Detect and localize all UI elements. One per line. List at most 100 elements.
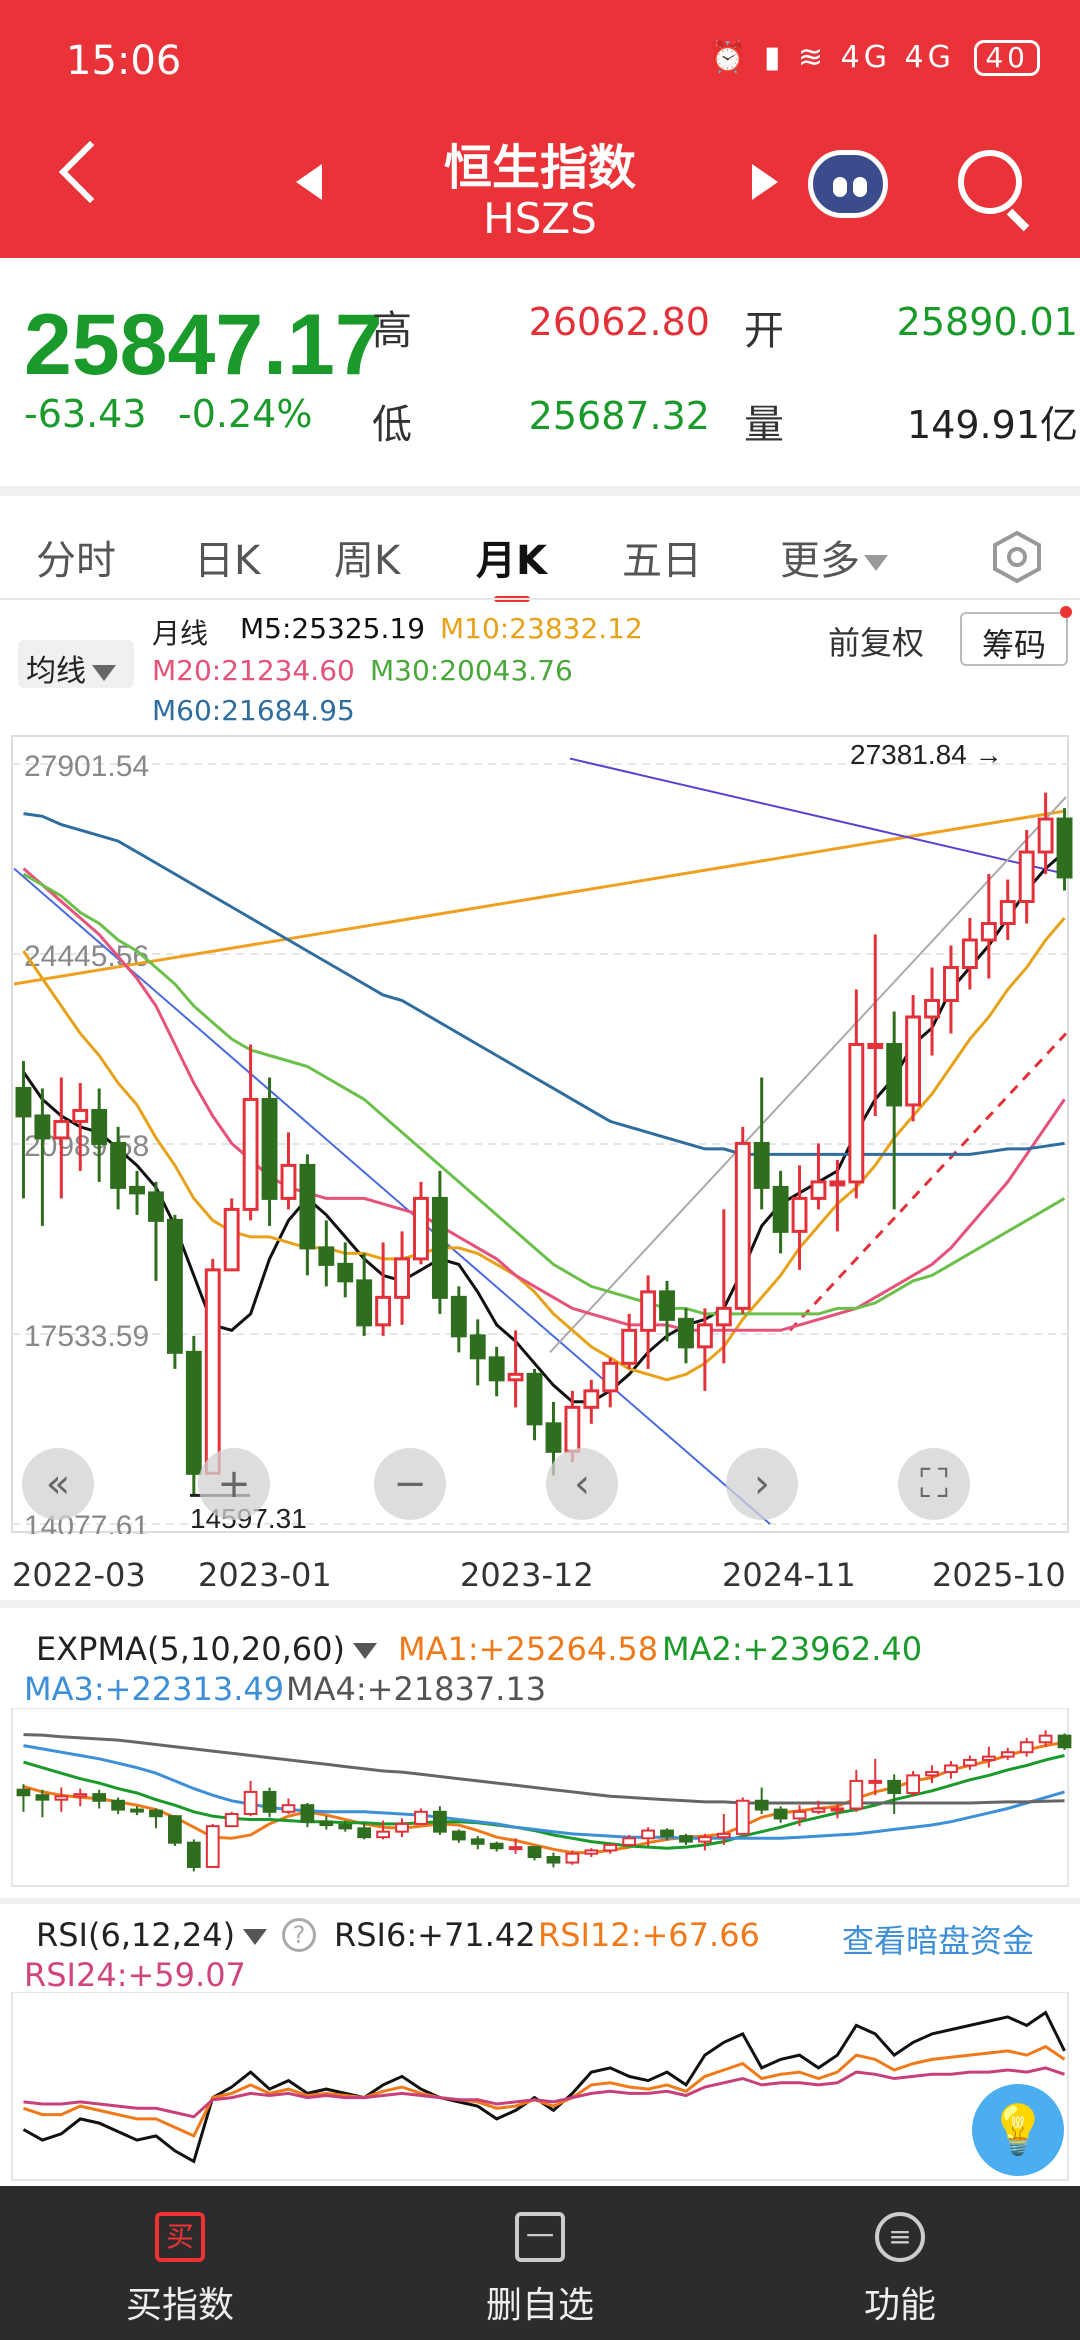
help-icon[interactable]: ? — [282, 1918, 316, 1952]
buy-label: 买指数 — [125, 2285, 234, 2326]
candle-body — [1056, 817, 1073, 879]
expma-line-4 — [23, 1733, 1065, 1805]
expma-candle-body — [868, 1779, 883, 1784]
fullscreen-button[interactable]: ⛶ — [898, 1448, 970, 1520]
expma-candle-body — [35, 1794, 50, 1801]
settings-hexagon-icon[interactable] — [990, 530, 1044, 584]
expma-candle-body — [622, 1837, 637, 1846]
candle-body — [204, 1268, 221, 1475]
ma-select-button[interactable]: 均线 — [18, 640, 134, 689]
expma-candle-body — [451, 1830, 466, 1841]
rsi-line-rsi12 — [23, 2044, 1066, 2138]
search-button[interactable] — [958, 150, 1022, 214]
candle-body — [148, 1191, 164, 1222]
expma-label: EXPMA(5,10,20,60) — [36, 1630, 345, 1668]
lightbulb-icon[interactable]: 💡 — [972, 2084, 1064, 2176]
tab-daily-k[interactable]: 日K — [194, 538, 261, 584]
assistant-robot-icon[interactable] — [808, 150, 888, 218]
bottom-nav: 买 买指数 一 删自选 ≡ 功能 — [0, 2186, 1080, 2340]
chevron-down-icon — [243, 1929, 268, 1945]
expma-candle-body — [849, 1779, 864, 1810]
functions-button[interactable]: ≡ 功能 — [720, 2186, 1080, 2340]
adjust-mode[interactable]: 前复权 — [828, 624, 925, 662]
rsi24-value: RSI24:+59.07 — [24, 1956, 246, 1994]
rsi-line-rsi24 — [23, 2066, 1065, 2119]
expma-candle-body — [698, 1836, 712, 1843]
expma-candle-body — [54, 1795, 69, 1801]
candle-body — [980, 922, 997, 942]
candle-body — [431, 1196, 448, 1299]
candle-body — [129, 1185, 145, 1195]
candle-body — [318, 1246, 335, 1266]
buy-index-button[interactable]: 买 买指数 — [0, 2186, 360, 2340]
y-tick-label: 17533.59 — [24, 1320, 149, 1353]
expma-candle-body — [73, 1793, 88, 1798]
tab-five-day[interactable]: 五日 — [622, 538, 702, 584]
ma-line-m20 — [22, 867, 1066, 1332]
prev-stock-button[interactable] — [296, 164, 322, 200]
expma-candle-body — [168, 1815, 182, 1844]
expma-candle-body — [887, 1779, 902, 1795]
expma-candle-body — [433, 1810, 447, 1833]
expma-candle-body — [376, 1830, 390, 1839]
zoom-out-all-button[interactable]: « — [22, 1448, 94, 1520]
candle-body — [526, 1372, 543, 1426]
expma-candle-body — [811, 1807, 826, 1813]
chevron-down-icon — [352, 1643, 377, 1659]
expma-candle-body — [1000, 1751, 1015, 1758]
expma-candle-body — [546, 1856, 561, 1864]
scroll-right-button[interactable]: › — [726, 1448, 798, 1520]
next-stock-button[interactable] — [752, 164, 778, 200]
expma-candle-body — [830, 1807, 845, 1812]
trend-line — [569, 757, 1067, 876]
tab-intraday[interactable]: 分时 — [36, 538, 116, 584]
expma-candle-body — [130, 1808, 144, 1813]
expma-ma4: MA4:+21837.13 — [286, 1670, 547, 1708]
ma-line-m60 — [23, 812, 1065, 1156]
candle-body — [34, 1114, 51, 1140]
expma-candle-body — [735, 1799, 750, 1835]
remove-label: 删自选 — [485, 2285, 594, 2326]
candle-body — [413, 1196, 429, 1261]
rsi-selector[interactable]: RSI(6,12,24) — [36, 1916, 268, 1954]
candle-body — [1018, 850, 1035, 904]
expma-candle-body — [300, 1804, 315, 1823]
expma-selector[interactable]: EXPMA(5,10,20,60) — [36, 1630, 377, 1668]
candle-body — [53, 1119, 70, 1140]
expma-candle-body — [584, 1849, 599, 1855]
expma-candle-body — [1057, 1734, 1072, 1749]
expma-candle-body — [186, 1841, 201, 1868]
ma-period-label: 月线 — [152, 617, 209, 650]
tab-monthly-k[interactable]: 月K — [476, 538, 547, 584]
expma-candle-body — [470, 1838, 485, 1845]
candle-body — [829, 1180, 846, 1187]
remove-watchlist-button[interactable]: 一 删自选 — [360, 2186, 720, 2340]
expma-frame — [11, 1708, 1069, 1887]
candle-body — [753, 1141, 770, 1189]
candle-body — [791, 1196, 808, 1233]
kline-chart[interactable]: 27901.5424445.5620989.5817533.5914077.61… — [0, 734, 1080, 1534]
expma-candle-body — [963, 1758, 977, 1767]
zoom-in-button[interactable]: + — [198, 1448, 270, 1520]
expma-candle-body — [660, 1829, 674, 1838]
stock-code: HSZS — [483, 194, 597, 243]
expma-line-2 — [23, 1754, 1065, 1850]
expma-candle-body — [641, 1829, 655, 1840]
expma-ma2: MA2:+23962.40 — [662, 1630, 923, 1668]
trend-line — [549, 796, 1067, 1354]
dark-pool-link[interactable]: 查看暗盘资金 — [842, 1922, 1035, 1960]
expma-chart — [11, 1708, 1072, 1887]
chips-button[interactable]: 筹码 — [960, 612, 1068, 666]
tab-more[interactable]: 更多 — [780, 528, 888, 586]
zoom-minus-button[interactable]: − — [374, 1448, 446, 1520]
candle-body — [72, 1108, 89, 1123]
expma-candle-body — [224, 1813, 239, 1828]
tab-divider — [0, 598, 1080, 600]
rsi-frame — [11, 1992, 1069, 2181]
chevron-down-icon — [92, 664, 116, 681]
tab-weekly-k[interactable]: 周K — [334, 538, 401, 584]
scroll-left-button[interactable]: ‹ — [546, 1448, 618, 1520]
candle-body — [696, 1323, 713, 1349]
expma-candle-body — [357, 1827, 372, 1839]
low-value: 25687.32 — [528, 394, 710, 438]
